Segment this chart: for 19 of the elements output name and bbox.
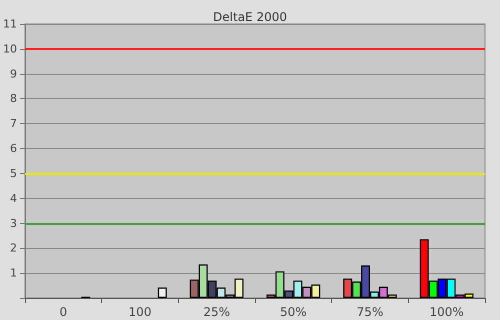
y-tick-label: 3 xyxy=(10,216,17,230)
y-tick-label: 7 xyxy=(10,117,17,130)
y-tick-label: 5 xyxy=(10,166,17,180)
bar xyxy=(158,288,167,298)
y-tick-label: 11 xyxy=(2,18,17,30)
x-tick-label: 25% xyxy=(203,305,230,319)
chart-title: DeltaE 2000 xyxy=(213,10,287,24)
y-tick-label: 8 xyxy=(10,92,17,106)
y-tick-label: 9 xyxy=(10,67,17,80)
x-tick-label: 75% xyxy=(356,305,384,319)
x-tick-label: 100 xyxy=(128,305,152,319)
y-tick-label: 4 xyxy=(10,192,17,205)
y-tick-label: 6 xyxy=(10,142,17,156)
y-tick-label: 10 xyxy=(2,42,17,56)
y-tick-label: 1 xyxy=(10,266,17,280)
x-tick-label: 0 xyxy=(60,305,68,319)
x-tick-label: 50% xyxy=(280,305,307,319)
y-tick-label: 2 xyxy=(10,242,17,255)
x-tick-label: 100% xyxy=(430,305,464,319)
